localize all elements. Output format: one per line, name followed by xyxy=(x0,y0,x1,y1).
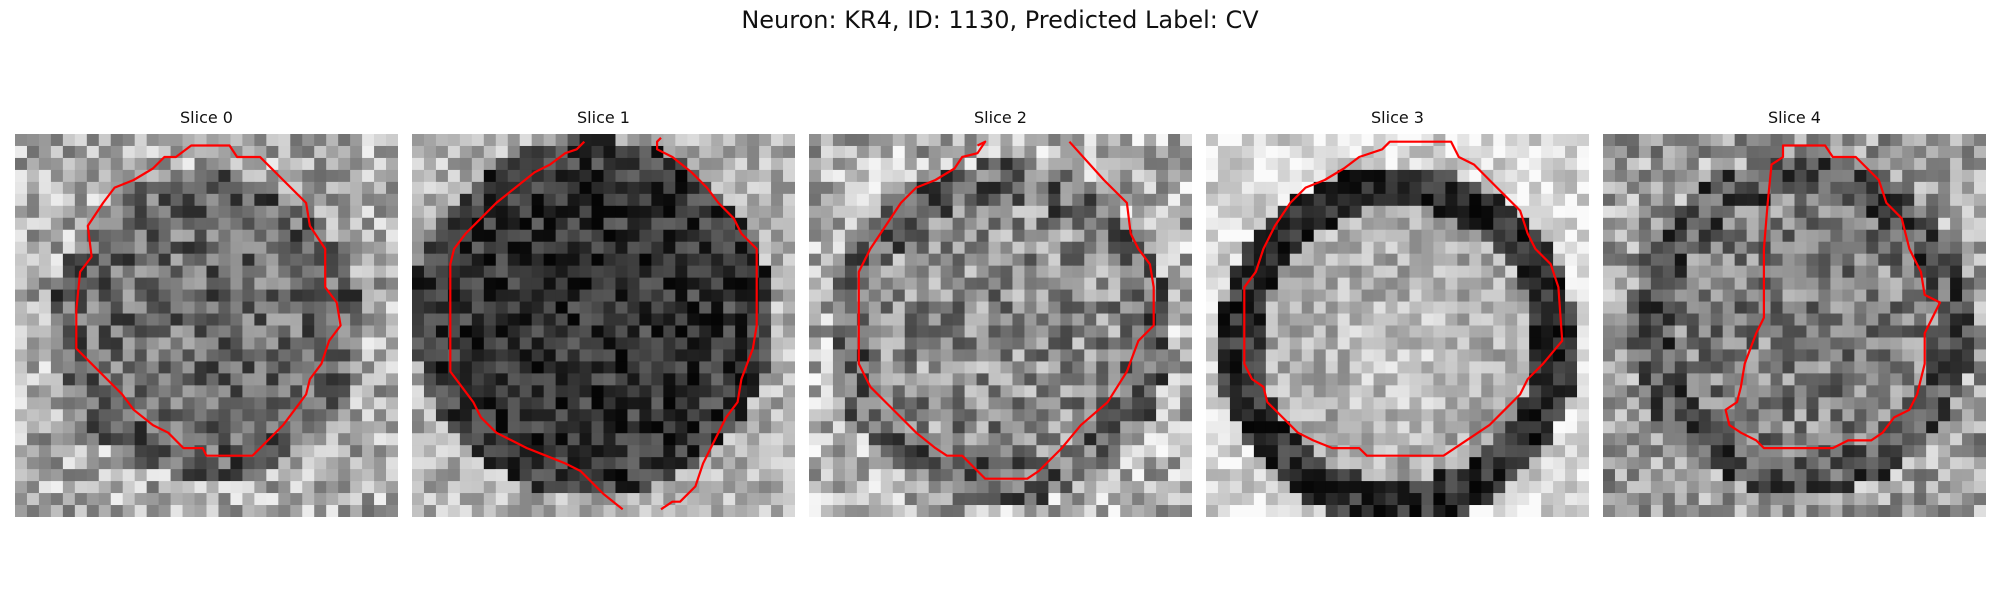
slice-title-3: Slice 3 xyxy=(1371,108,1424,127)
slice-image-3 xyxy=(1206,134,1589,517)
slice-image-4 xyxy=(1603,134,1986,517)
contour-line-1-0 xyxy=(449,140,624,511)
contour-line-2 xyxy=(857,140,1155,480)
slice-title-2: Slice 2 xyxy=(974,108,1027,127)
contour-line-4 xyxy=(1724,144,1942,450)
slice-title-1: Slice 1 xyxy=(577,108,630,127)
figure-title: Neuron: KR4, ID: 1130, Predicted Label: … xyxy=(741,6,1259,34)
slice-title-0: Slice 0 xyxy=(180,108,233,127)
slice-image-1 xyxy=(412,134,795,517)
contour-line-0 xyxy=(75,144,342,457)
contour-line-3 xyxy=(1243,140,1564,457)
slice-image-2 xyxy=(809,134,1192,517)
slice-title-4: Slice 4 xyxy=(1768,108,1821,127)
contour-line-1-1 xyxy=(656,137,758,511)
slice-image-0 xyxy=(15,134,398,517)
